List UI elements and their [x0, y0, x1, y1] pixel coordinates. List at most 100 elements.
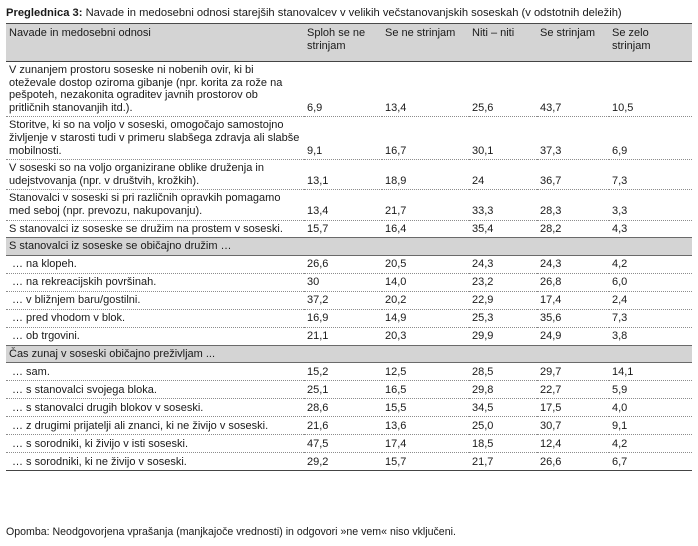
value-cell: 6,7 [609, 452, 692, 472]
value-cell: 21,7 [382, 189, 469, 221]
row-label: V zunanjem prostoru soseske ni nobenih o… [6, 61, 304, 118]
data-table: Navade in medosebni odnosi Sploh se ne s… [6, 24, 692, 472]
value-cell: 37,3 [537, 116, 609, 161]
value-cell: 34,5 [469, 398, 537, 418]
top-rule [6, 23, 692, 24]
table-row: … s stanovalci svojega bloka. 25,1 16,5 29,… [6, 380, 692, 400]
header-row: Navade in medosebni odnosi Sploh se ne s… [6, 24, 692, 62]
value-cell: 15,7 [382, 452, 469, 472]
value-cell: 33,3 [469, 189, 537, 221]
value-cell: 7,3 [609, 159, 692, 191]
value-cell: 2,4 [609, 291, 692, 310]
table-caption: Preglednica 3: Navade in medosebni odnos… [6, 4, 622, 22]
value-cell: 12,4 [537, 434, 609, 454]
row-label: … na klopeh. [6, 255, 304, 274]
value-cell: 13,1 [304, 159, 382, 191]
value-cell: 6,9 [609, 116, 692, 161]
value-cell: 15,7 [304, 220, 382, 239]
value-cell: 24 [469, 159, 537, 191]
row-label: … s sorodniki, ki živijo v isti soseski. [6, 434, 304, 454]
row-label: … na rekreacijskih površinah. [6, 273, 304, 292]
section-title: Čas zunaj v soseski običajno preživljam … [6, 344, 692, 364]
value-cell: 13,4 [304, 189, 382, 221]
row-label: S stanovalci iz soseske se družim na pro… [6, 220, 304, 239]
table-note: Opomba: Neodgovorjena vprašanja (manjkaj… [6, 526, 456, 538]
value-cell: 3,3 [609, 189, 692, 221]
value-cell: 29,9 [469, 327, 537, 346]
header-cell: Sploh se ne strinjam [304, 24, 382, 62]
value-cell: 35,6 [537, 309, 609, 328]
value-cell: 7,3 [609, 309, 692, 328]
value-cell: 28,6 [304, 398, 382, 418]
caption-label: Preglednica 3: [6, 7, 83, 19]
value-cell: 14,1 [609, 362, 692, 382]
value-cell: 30,1 [469, 116, 537, 161]
header-cell: Navade in medosebni odnosi [6, 24, 304, 62]
value-cell: 36,7 [537, 159, 609, 191]
value-cell: 29,7 [537, 362, 609, 382]
value-cell: 25,6 [469, 61, 537, 118]
value-cell: 37,2 [304, 291, 382, 310]
value-cell: 20,2 [382, 291, 469, 310]
row-label: V soseski so na voljo organizirane oblik… [6, 159, 304, 191]
value-cell: 30,7 [537, 416, 609, 436]
value-cell: 47,5 [304, 434, 382, 454]
header-cell: Se zelo strinjam [609, 24, 692, 62]
header-cell: Niti – niti [469, 24, 537, 62]
value-cell: 3,8 [609, 327, 692, 346]
row-label: … pred vhodom v blok. [6, 309, 304, 328]
value-cell: 6,0 [609, 273, 692, 292]
row-label: Storitve, ki so na voljo v soseski, omog… [6, 116, 304, 161]
value-cell: 29,8 [469, 380, 537, 400]
row-label: … s stanovalci svojega bloka. [6, 380, 304, 400]
row-label: … sam. [6, 362, 304, 382]
caption-text: Navade in medosebni odnosi starejših sta… [85, 7, 622, 19]
row-label: … ob trgovini. [6, 327, 304, 346]
value-cell: 26,6 [537, 452, 609, 472]
row-label: … v bližnjem baru/gostilni. [6, 291, 304, 310]
value-cell: 21,7 [469, 452, 537, 472]
value-cell: 15,5 [382, 398, 469, 418]
value-cell: 17,4 [537, 291, 609, 310]
value-cell: 16,5 [382, 380, 469, 400]
value-cell: 10,5 [609, 61, 692, 118]
table-row: V soseski so na voljo organizirane oblik… [6, 159, 692, 191]
row-label: Stanovalci v soseski si pri različnih op… [6, 189, 304, 221]
table-row: V zunanjem prostoru soseske ni nobenih o… [6, 61, 692, 118]
value-cell: 17,4 [382, 434, 469, 454]
value-cell: 12,5 [382, 362, 469, 382]
section-header-row: Čas zunaj v soseski običajno preživljam … [6, 344, 692, 364]
value-cell: 21,6 [304, 416, 382, 436]
table-row: … sam. 15,2 12,5 28,5 29,7 14,1 [6, 362, 692, 382]
header-cell: Se ne strinjam [382, 24, 469, 62]
table-row: … v bližnjem baru/gostilni. 37,2 20,2 22,9 1… [6, 291, 692, 310]
value-cell: 16,4 [382, 220, 469, 239]
value-cell: 14,9 [382, 309, 469, 328]
value-cell: 4,2 [609, 434, 692, 454]
table-row: Storitve, ki so na voljo v soseski, omog… [6, 116, 692, 161]
table-row: … s stanovalci drugih blokov v soseski. 2… [6, 398, 692, 418]
value-cell: 13,6 [382, 416, 469, 436]
value-cell: 29,2 [304, 452, 382, 472]
section-title: S stanovalci iz soseske se običajno druž… [6, 237, 692, 256]
table-row: … s sorodniki, ki ne živijo v soseski. 29… [6, 452, 692, 472]
value-cell: 15,2 [304, 362, 382, 382]
table-row: … s sorodniki, ki živijo v isti soseski.… [6, 434, 692, 454]
value-cell: 18,9 [382, 159, 469, 191]
value-cell: 30 [304, 273, 382, 292]
value-cell: 43,7 [537, 61, 609, 118]
row-label: … z drugimi prijatelji ali znanci, ki ne… [6, 416, 304, 436]
table-row: … na rekreacijskih površinah. 30 14,0 23,2 2… [6, 273, 692, 292]
value-cell: 22,9 [469, 291, 537, 310]
value-cell: 21,1 [304, 327, 382, 346]
value-cell: 20,5 [382, 255, 469, 274]
value-cell: 13,4 [382, 61, 469, 118]
header-cell: Se strinjam [537, 24, 609, 62]
value-cell: 25,0 [469, 416, 537, 436]
value-cell: 26,6 [304, 255, 382, 274]
value-cell: 9,1 [609, 416, 692, 436]
value-cell: 16,9 [304, 309, 382, 328]
value-cell: 6,9 [304, 61, 382, 118]
value-cell: 35,4 [469, 220, 537, 239]
